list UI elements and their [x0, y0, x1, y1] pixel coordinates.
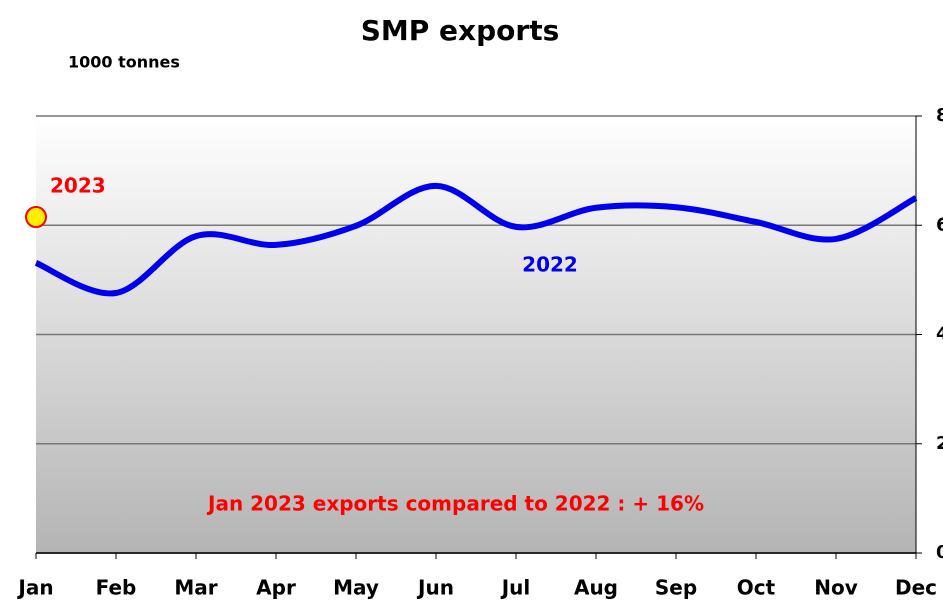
- series-label: 2022: [522, 253, 578, 277]
- x-tick-label: May: [333, 576, 379, 600]
- line-series: [34, 182, 918, 297]
- x-tick-label: Feb: [96, 576, 137, 600]
- x-tick-label: Mar: [174, 576, 217, 600]
- series-label: 2023: [50, 174, 106, 198]
- y-tick-label: 40: [936, 324, 943, 345]
- x-tick-label: Nov: [814, 576, 858, 600]
- annotation: Jan 2023 exports compared to 2022 : + 16…: [206, 492, 704, 516]
- x-tick-label: Jan: [16, 576, 53, 600]
- y-tick-label: 60: [936, 214, 943, 235]
- chart-title: SMP exports: [361, 14, 560, 47]
- x-tick-label: Sep: [655, 576, 697, 600]
- x-tick-label: Jun: [416, 576, 454, 600]
- x-tick-label: Aug: [574, 576, 618, 600]
- x-tick-label: Oct: [737, 576, 776, 600]
- x-tick-label: Jul: [500, 576, 531, 600]
- point-marker: [25, 206, 47, 229]
- subtitle: 1000 tonnes: [68, 53, 180, 72]
- y-tick-label: 0: [936, 542, 943, 563]
- x-tick-label: Dec: [895, 576, 937, 600]
- y-tick-label: 80: [936, 105, 943, 126]
- x-tick-label: Apr: [256, 576, 296, 600]
- y-tick-label: 20: [936, 433, 943, 454]
